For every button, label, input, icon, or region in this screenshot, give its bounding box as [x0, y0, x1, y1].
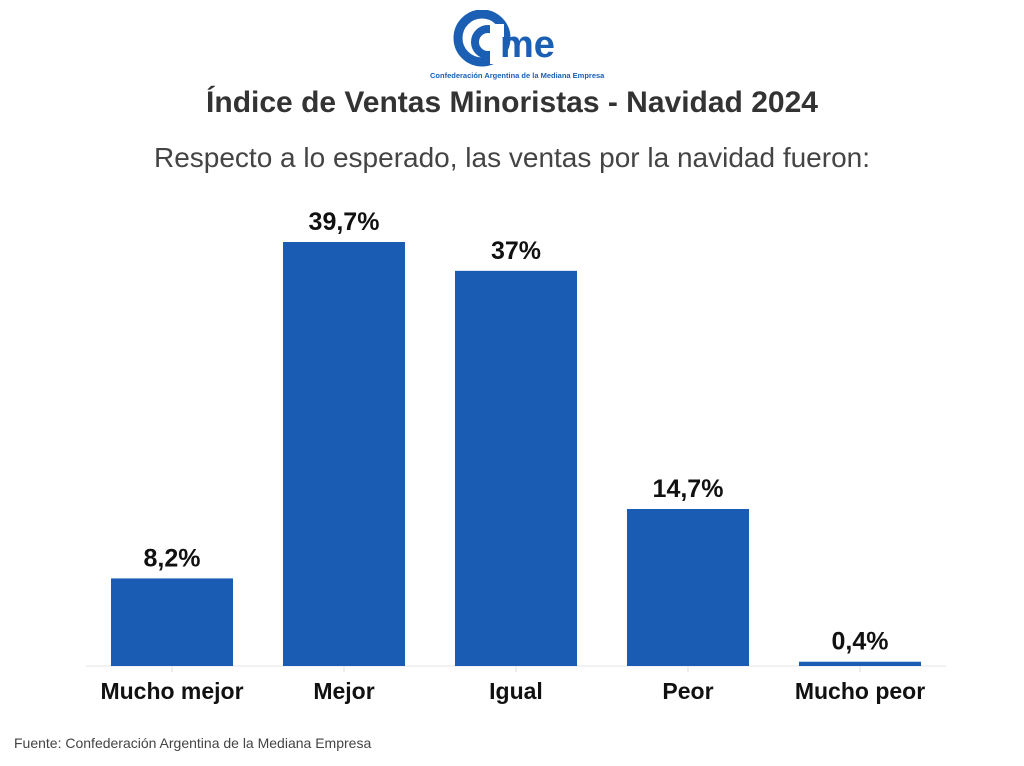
page-subtitle: Respecto a lo esperado, las ventas por l… [153, 142, 870, 173]
bar-0 [111, 578, 233, 666]
data-label-4: 0,4% [832, 628, 889, 656]
page-title: Índice de Ventas Minoristas - Navidad 20… [206, 86, 818, 119]
data-label-2: 37% [491, 237, 541, 265]
data-label-1: 39,7% [309, 208, 380, 236]
bar-4 [799, 661, 921, 666]
category-label-2: Igual [489, 678, 543, 704]
category-label-1: Mejor [313, 678, 374, 704]
category-label-3: Peor [662, 678, 713, 704]
logo-text: me [500, 24, 555, 66]
logo-subtitle: Confederación Argentina de la Mediana Em… [430, 71, 605, 80]
came-logo: me Confederación Argentina de la Mediana… [430, 9, 605, 82]
bar-3 [627, 509, 749, 666]
category-label-0: Mucho mejor [100, 678, 243, 704]
bar-1 [283, 242, 405, 666]
data-label-0: 8,2% [144, 544, 201, 572]
data-label-3: 14,7% [653, 475, 724, 503]
category-label-4: Mucho peor [795, 678, 925, 704]
bar-2 [455, 270, 577, 666]
came-logo-mark: me [453, 9, 555, 67]
source-note: Fuente: Confederación Argentina de la Me… [14, 735, 372, 751]
